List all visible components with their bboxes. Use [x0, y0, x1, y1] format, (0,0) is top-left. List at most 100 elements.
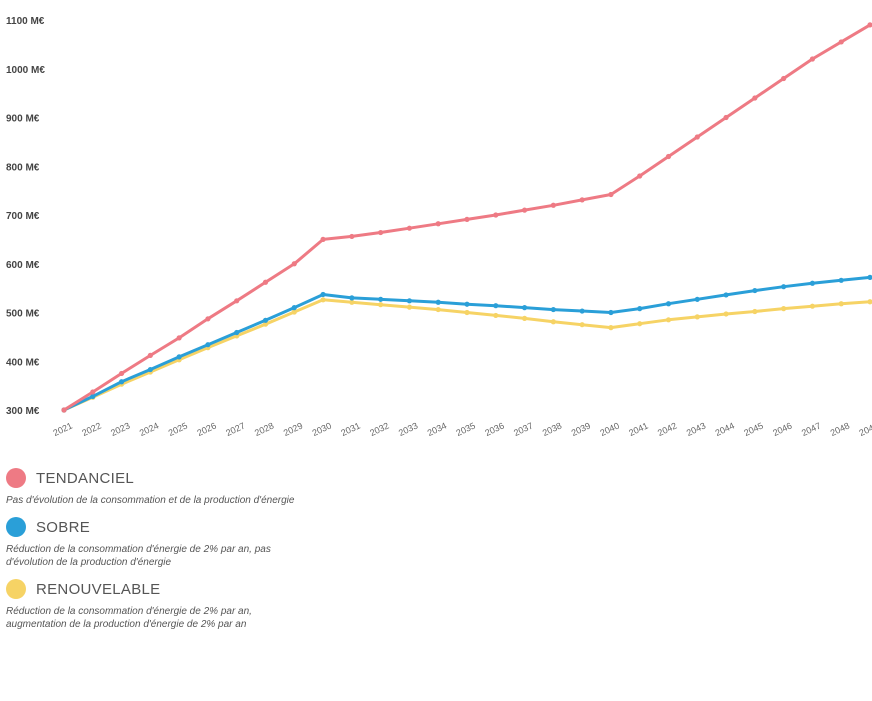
data-point-sobre[interactable]	[118, 379, 125, 385]
x-tick-label: 2045	[742, 421, 764, 439]
data-point-tendanciel[interactable]	[349, 233, 355, 240]
data-point-tendanciel[interactable]	[493, 212, 499, 218]
data-point-sobre[interactable]	[464, 301, 470, 307]
data-point-tendanciel[interactable]	[752, 95, 758, 101]
data-point-tendanciel[interactable]	[118, 370, 125, 377]
data-point-sobre[interactable]	[147, 366, 153, 373]
data-point-tendanciel[interactable]	[406, 225, 413, 231]
data-point-sobre[interactable]	[752, 287, 758, 294]
data-point-renouvelable[interactable]	[464, 309, 470, 316]
data-point-renouvelable[interactable]	[752, 308, 758, 315]
data-point-tendanciel[interactable]	[838, 39, 844, 45]
data-point-renouvelable[interactable]	[781, 306, 787, 312]
data-point-renouvelable[interactable]	[262, 321, 269, 327]
x-tick-label: 2044	[714, 421, 736, 439]
data-point-renouvelable[interactable]	[637, 321, 643, 327]
data-point-tendanciel[interactable]	[867, 22, 872, 28]
data-point-sobre[interactable]	[320, 291, 326, 298]
data-point-renouvelable[interactable]	[608, 325, 614, 331]
data-point-renouvelable[interactable]	[809, 303, 816, 309]
legend-item-renouvelable[interactable]: RENOUVELABLE Réduction de la consommatio…	[6, 577, 306, 631]
x-tick-label: 2032	[368, 421, 390, 439]
data-point-renouvelable[interactable]	[550, 319, 556, 325]
data-point-sobre[interactable]	[694, 296, 700, 302]
data-point-tendanciel[interactable]	[147, 352, 153, 358]
x-tick-label: 2042	[656, 421, 678, 439]
data-point-tendanciel[interactable]	[809, 56, 816, 62]
data-point-sobre[interactable]	[349, 295, 355, 301]
data-point-tendanciel[interactable]	[291, 261, 297, 267]
data-point-sobre[interactable]	[665, 301, 672, 307]
data-point-tendanciel[interactable]	[378, 229, 384, 236]
data-point-sobre[interactable]	[521, 305, 528, 311]
data-point-renouvelable[interactable]	[521, 315, 528, 321]
data-point-renouvelable[interactable]	[349, 299, 355, 305]
data-point-tendanciel[interactable]	[234, 298, 240, 304]
data-point-sobre[interactable]	[406, 298, 413, 304]
data-point-renouvelable[interactable]	[579, 322, 585, 328]
data-point-sobre[interactable]	[867, 274, 872, 280]
legend-item-tendanciel[interactable]: TENDANCIEL Pas d'évolution de la consomm…	[6, 466, 306, 507]
data-point-sobre[interactable]	[205, 342, 211, 348]
data-point-tendanciel[interactable]	[665, 153, 672, 160]
x-tick-label: 2040	[598, 421, 620, 439]
data-point-tendanciel[interactable]	[320, 236, 326, 242]
x-tick-label: 2026	[195, 421, 217, 439]
data-point-renouvelable[interactable]	[378, 302, 384, 308]
data-point-sobre[interactable]	[550, 306, 556, 313]
data-point-renouvelable[interactable]	[406, 304, 413, 310]
data-point-tendanciel[interactable]	[90, 389, 96, 395]
legend-label-sobre: SOBRE	[36, 518, 91, 536]
data-point-tendanciel[interactable]	[781, 75, 787, 82]
data-point-tendanciel[interactable]	[435, 221, 441, 227]
data-point-sobre[interactable]	[262, 317, 269, 323]
x-tick-label: 2048	[829, 421, 851, 439]
data-point-renouvelable[interactable]	[867, 299, 872, 305]
data-point-sobre[interactable]	[378, 296, 384, 302]
data-point-tendanciel[interactable]	[521, 207, 528, 213]
data-point-sobre[interactable]	[90, 393, 96, 399]
y-tick-label: 800 M€	[6, 162, 40, 173]
data-point-renouvelable[interactable]	[665, 317, 672, 323]
data-point-sobre[interactable]	[723, 292, 729, 298]
legend-item-sobre[interactable]: SOBRE Réduction de la consommation d'éne…	[6, 515, 306, 569]
data-point-tendanciel[interactable]	[262, 279, 269, 285]
data-point-tendanciel[interactable]	[608, 191, 614, 198]
data-point-sobre[interactable]	[809, 280, 816, 286]
data-point-tendanciel[interactable]	[464, 216, 470, 222]
data-point-renouvelable[interactable]	[493, 312, 499, 319]
data-point-sobre[interactable]	[234, 329, 240, 336]
data-point-sobre[interactable]	[838, 277, 844, 283]
x-tick-label: 2031	[339, 421, 361, 439]
data-point-tendanciel[interactable]	[723, 114, 729, 121]
data-point-sobre[interactable]	[435, 299, 441, 305]
y-tick-label: 900 M€	[6, 114, 40, 125]
data-point-tendanciel[interactable]	[579, 197, 585, 203]
x-tick-label: 2024	[138, 421, 160, 439]
data-point-tendanciel[interactable]	[637, 173, 643, 179]
data-point-sobre[interactable]	[291, 305, 297, 311]
data-point-renouvelable[interactable]	[694, 314, 700, 320]
data-point-sobre[interactable]	[637, 306, 643, 312]
x-tick-label: 2035	[455, 421, 477, 439]
y-tick-label: 400 M€	[6, 357, 40, 368]
data-point-sobre[interactable]	[493, 303, 499, 309]
data-point-sobre[interactable]	[608, 309, 614, 316]
data-point-renouvelable[interactable]	[838, 301, 844, 307]
x-tick-label: 2025	[167, 421, 189, 439]
data-point-sobre[interactable]	[579, 308, 585, 314]
data-point-tendanciel[interactable]	[205, 316, 211, 322]
data-point-sobre[interactable]	[781, 284, 787, 290]
data-point-tendanciel[interactable]	[550, 202, 556, 208]
data-point-tendanciel[interactable]	[694, 134, 700, 140]
data-point-tendanciel[interactable]	[176, 335, 182, 341]
data-point-sobre[interactable]	[176, 354, 182, 360]
data-point-renouvelable[interactable]	[291, 309, 297, 315]
data-point-renouvelable[interactable]	[435, 306, 441, 313]
data-point-tendanciel[interactable]	[61, 407, 67, 413]
data-point-renouvelable[interactable]	[723, 311, 729, 317]
x-tick-label: 2028	[253, 421, 275, 439]
data-point-renouvelable[interactable]	[320, 297, 326, 303]
y-tick-label: 1000 M€	[6, 65, 45, 76]
y-axis: 300 M€ 400 M€ 500 M€ 600 M€ 700 M€ 800 M€ 900 …	[6, 16, 45, 417]
